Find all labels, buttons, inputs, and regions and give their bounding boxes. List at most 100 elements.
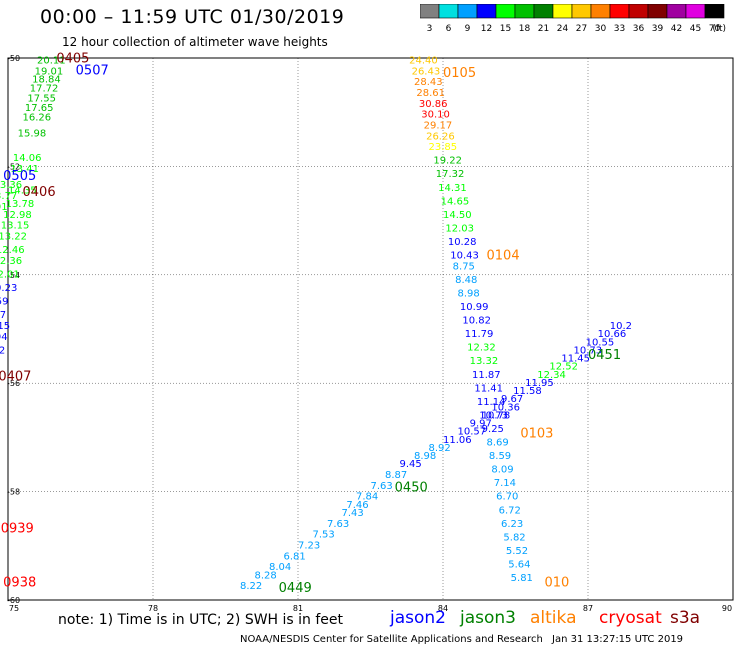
wave-height-value: 9.45 — [400, 459, 422, 470]
wave-height-value: 10.2 — [610, 321, 632, 332]
wave-height-value: 17.65 — [25, 103, 54, 114]
pass-time-label: 0449 — [279, 581, 312, 596]
wave-height-value: 6.23 — [501, 519, 523, 530]
wave-height-value: 5.81 — [511, 573, 533, 584]
legend-unit: (ft) — [712, 24, 726, 34]
wave-height-value: 11.95 — [525, 378, 554, 389]
color-legend: 3 6 9 12 15 18 21 24 27 30 33 36 39 42 45 70(ft) — [420, 4, 726, 34]
generated-timestamp: Jan 31 13:27:15 UTC 2019 — [552, 634, 684, 645]
wave-height-value: 12.46 — [0, 245, 25, 256]
wave-height-value: 13.36 — [0, 180, 22, 191]
wave-height-value: 14.65 — [441, 196, 470, 207]
wave-height-value: 30.10 — [421, 110, 450, 121]
satellite-name: s3a — [670, 608, 701, 628]
legend-label: 6 — [446, 24, 452, 34]
wave-height-value: 8.98 — [458, 288, 480, 299]
pass-time-label: 010 — [545, 575, 570, 590]
pass-time-label: 0405 — [56, 51, 89, 66]
wave-height-value: 11.58 — [513, 386, 542, 397]
wave-height-value: 26.26 — [426, 131, 455, 142]
wave-height-value: 10.23 — [0, 283, 17, 294]
pass-time-label: 0507 — [76, 63, 109, 78]
pass-time-label: 0103 — [520, 426, 553, 441]
wave-height-value: 8.22 — [240, 581, 262, 592]
wave-height-value: 24.40 — [409, 55, 438, 66]
wave-height-value: 8.48 — [455, 275, 477, 286]
lon-tick-label: 90 — [722, 604, 732, 613]
wave-height-value: 17.32 — [436, 169, 465, 180]
wave-height-value: 10.36 — [491, 402, 520, 413]
wave-height-value: 6.72 — [499, 505, 521, 516]
wave-height-value: 11.45 — [561, 354, 590, 365]
pass-time-label: 0938 — [3, 575, 36, 590]
map-frame — [7, 57, 734, 601]
lat-tick-label: -54 — [7, 271, 20, 280]
satellite-name: altika — [530, 608, 577, 628]
lon-tick-label: 84 — [438, 604, 448, 613]
pass-time-label: 0505 — [3, 169, 36, 184]
wave-height-value: 17.55 — [27, 93, 56, 104]
wave-height-value: 10.78 — [482, 410, 511, 421]
legend-label: 27 — [576, 24, 587, 34]
lat-tick-label: -60 — [7, 596, 20, 605]
wave-height-value: 14.50 — [443, 210, 472, 221]
wave-height-value: 5.52 — [506, 546, 528, 557]
wave-height-value: 7.53 — [313, 530, 335, 541]
wave-height-value: 8.92 — [429, 443, 451, 454]
wave-height-value: 10.99 — [460, 302, 489, 313]
wave-height-value: 11.87 — [472, 370, 501, 381]
wave-height-value: 12.52 — [549, 362, 578, 373]
wave-height-value: 8.98 — [414, 451, 436, 462]
wave-height-value: 9.25 — [482, 424, 504, 435]
lon-tick-label: 87 — [583, 604, 593, 613]
wave-height-value: 10.82 — [462, 316, 491, 327]
legend-label: 36 — [633, 24, 645, 34]
wave-height-value: 5.64 — [508, 559, 530, 570]
wave-height-value: 5.82 — [503, 532, 525, 543]
wave-height-value: 8.75 — [453, 261, 475, 272]
wave-height-value: 12.36 — [0, 256, 22, 267]
lat-tick-label: -50 — [7, 54, 20, 63]
wave-height-value: 7.63 — [371, 481, 393, 492]
wave-height-value: 13.22 — [0, 232, 27, 243]
wave-height-value: 9.59 — [0, 297, 9, 308]
legend-label: 30 — [595, 24, 607, 34]
wave-height-value: 14.31 — [438, 183, 467, 194]
wave-height-value: 12.91 — [0, 202, 8, 213]
wave-height-value: 10.28 — [448, 237, 477, 248]
wave-height-value: 8.59 — [489, 451, 511, 462]
pass-time-label: 0406 — [23, 185, 56, 200]
lon-tick-label: 78 — [148, 604, 158, 613]
legend-label: 33 — [614, 24, 625, 34]
legend-label: 45 — [690, 24, 701, 34]
wave-height-value: 23.85 — [429, 142, 458, 153]
wave-height-value: 13.32 — [470, 356, 499, 367]
wave-height-value: 10.15 — [0, 321, 10, 332]
wave-height-value: 12.01 — [0, 270, 20, 281]
wave-height-value: 26.43 — [412, 66, 441, 77]
wave-height-value: 11.06 — [443, 435, 472, 446]
legend-label: 39 — [652, 24, 664, 34]
wave-height-value: 9.67 — [501, 394, 523, 405]
wave-height-value: 7.84 — [356, 492, 378, 503]
wave-height-value: 13.15 — [1, 221, 30, 232]
wave-height-value: 10.43 — [450, 251, 479, 262]
wave-height-value: 12.03 — [445, 223, 474, 234]
legend-label: 15 — [500, 24, 511, 34]
wave-height-value: 10.55 — [586, 337, 615, 348]
pass-time-label: 0407 — [0, 369, 31, 384]
wave-height-value: 15.98 — [18, 129, 47, 140]
wave-height-value: 28.43 — [414, 77, 443, 88]
lon-tick-label: 81 — [293, 604, 303, 613]
legend-label: 21 — [538, 24, 549, 34]
legend-label: 12 — [481, 24, 492, 34]
wave-height-value: 8.28 — [255, 570, 277, 581]
wave-height-value: 10.66 — [598, 329, 627, 340]
wave-height-value: 12.98 — [3, 210, 32, 221]
wave-height-value: 30.86 — [419, 99, 448, 110]
wave-height-value: 8.69 — [487, 438, 509, 449]
satellite-name: jason2 — [390, 608, 446, 628]
wave-height-value: 17.72 — [30, 84, 59, 95]
